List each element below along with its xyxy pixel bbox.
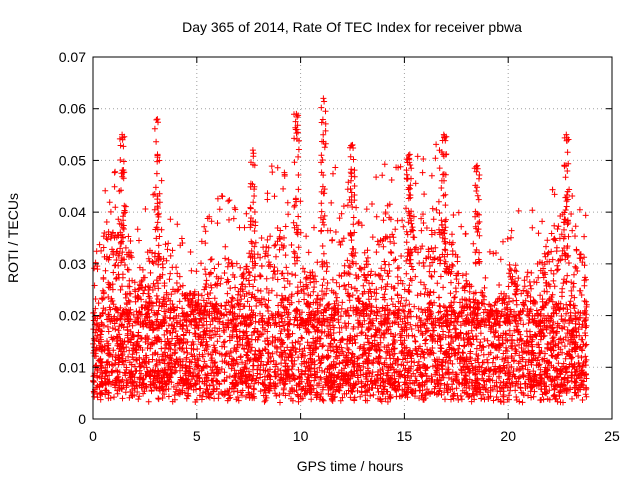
y-tick-label: 0 <box>78 411 86 427</box>
plot-frame <box>92 56 613 420</box>
x-tick-label: 0 <box>89 428 97 444</box>
roti-point-markers <box>90 95 590 406</box>
x-tick-label: 5 <box>193 428 201 444</box>
y-axis-label: ROTI / TECUs <box>5 193 21 283</box>
y-tick-label: 0.07 <box>59 49 86 65</box>
y-tick-label: 0.04 <box>59 204 86 220</box>
y-tick-label: 0.06 <box>59 101 86 117</box>
y-tick-label: 0.01 <box>59 359 86 375</box>
x-tick-label: 25 <box>604 428 620 444</box>
data-points <box>90 95 590 406</box>
y-tick-label: 0.02 <box>59 308 86 324</box>
chart-title: Day 365 of 2014, Rate Of TEC Index for r… <box>182 19 522 35</box>
tick-labels: 0 5 10 15 20 25 0 0.01 0.02 0.03 0.04 0.05 0.06 0.07 <box>59 49 620 444</box>
tick-marks <box>92 56 613 420</box>
x-tick-label: 10 <box>293 428 309 444</box>
x-tick-label: 15 <box>397 428 413 444</box>
y-tick-label: 0.03 <box>59 256 86 272</box>
x-axis-label: GPS time / hours <box>297 458 404 474</box>
x-tick-label: 20 <box>500 428 516 444</box>
y-tick-label: 0.05 <box>59 152 86 168</box>
